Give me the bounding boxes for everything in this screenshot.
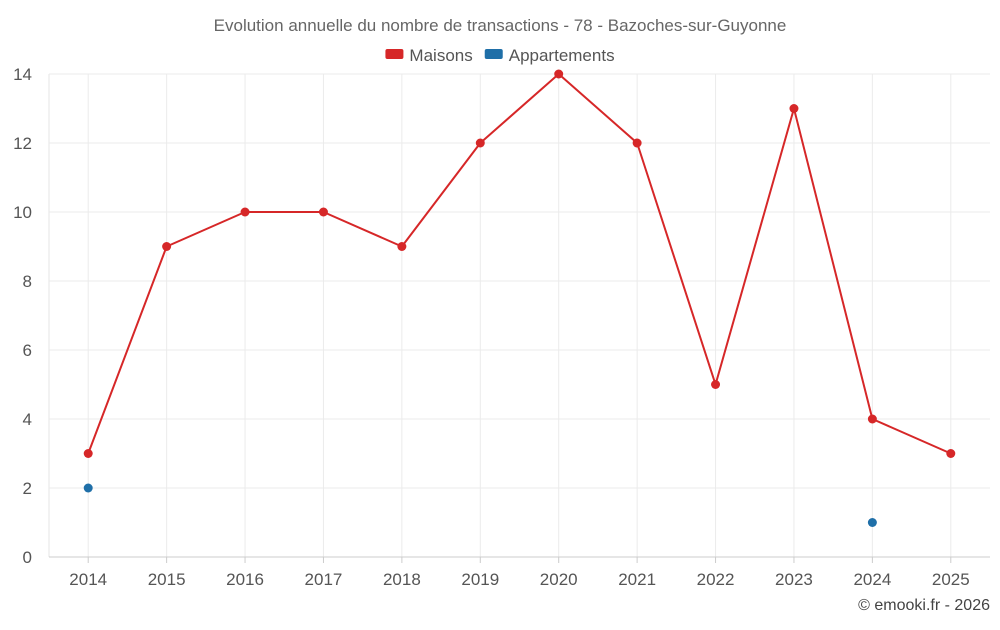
series-maisons — [83, 69, 956, 458]
x-tick-label: 2014 — [69, 570, 107, 589]
chart-title: Evolution annuelle du nombre de transact… — [214, 16, 787, 35]
x-tick-label: 2018 — [383, 570, 421, 589]
y-tick-label: 8 — [23, 272, 32, 291]
data-point — [867, 414, 877, 424]
y-axis: 0 2 4 6 8 10 12 14 — [13, 65, 50, 567]
y-tick-label: 0 — [23, 548, 32, 567]
data-point — [867, 518, 877, 527]
y-tick-label: 14 — [13, 65, 32, 84]
data-point — [240, 207, 250, 217]
data-point — [318, 207, 328, 217]
legend-label: Appartements — [509, 46, 615, 65]
x-tick-label: 2017 — [305, 570, 343, 589]
series-layer — [83, 69, 956, 527]
x-tick-label: 2020 — [540, 570, 578, 589]
legend: Maisons Appartements — [385, 46, 615, 65]
legend-item: Appartements — [484, 46, 615, 65]
x-tick-label: 2022 — [697, 570, 735, 589]
x-tick-label: 2015 — [148, 570, 186, 589]
data-point — [83, 483, 93, 493]
x-tick-label: 2025 — [932, 570, 970, 589]
data-point — [162, 242, 172, 251]
x-tick-label: 2019 — [461, 570, 499, 589]
x-axis: 2014 2015 2016 2017 2018 2019 2020 2021 2022 2023… — [49, 556, 990, 589]
series-appartements — [83, 483, 877, 527]
data-point — [711, 380, 721, 389]
data-point — [789, 104, 799, 113]
x-tick-label: 2021 — [618, 570, 656, 589]
y-tick-label: 6 — [23, 341, 32, 360]
y-tick-label: 2 — [23, 479, 32, 498]
data-point — [475, 138, 485, 148]
y-tick-label: 12 — [13, 134, 32, 153]
credit-text: © emooki.fr - 2026 — [858, 597, 990, 614]
y-tick-label: 10 — [13, 203, 32, 222]
legend-swatch — [484, 49, 503, 59]
y-tick-label: 4 — [23, 410, 32, 429]
legend-item: Maisons — [385, 46, 473, 65]
legend-label: Maisons — [409, 46, 472, 65]
x-tick-label: 2024 — [853, 570, 891, 589]
data-point — [632, 138, 642, 148]
legend-swatch — [385, 49, 404, 59]
series-line — [87, 73, 952, 455]
data-point — [397, 242, 407, 251]
data-point — [554, 69, 564, 79]
x-tick-label: 2023 — [775, 570, 813, 589]
data-point — [83, 449, 93, 458]
x-tick-label: 2016 — [226, 570, 264, 589]
grid — [49, 73, 990, 557]
data-point — [946, 449, 956, 458]
